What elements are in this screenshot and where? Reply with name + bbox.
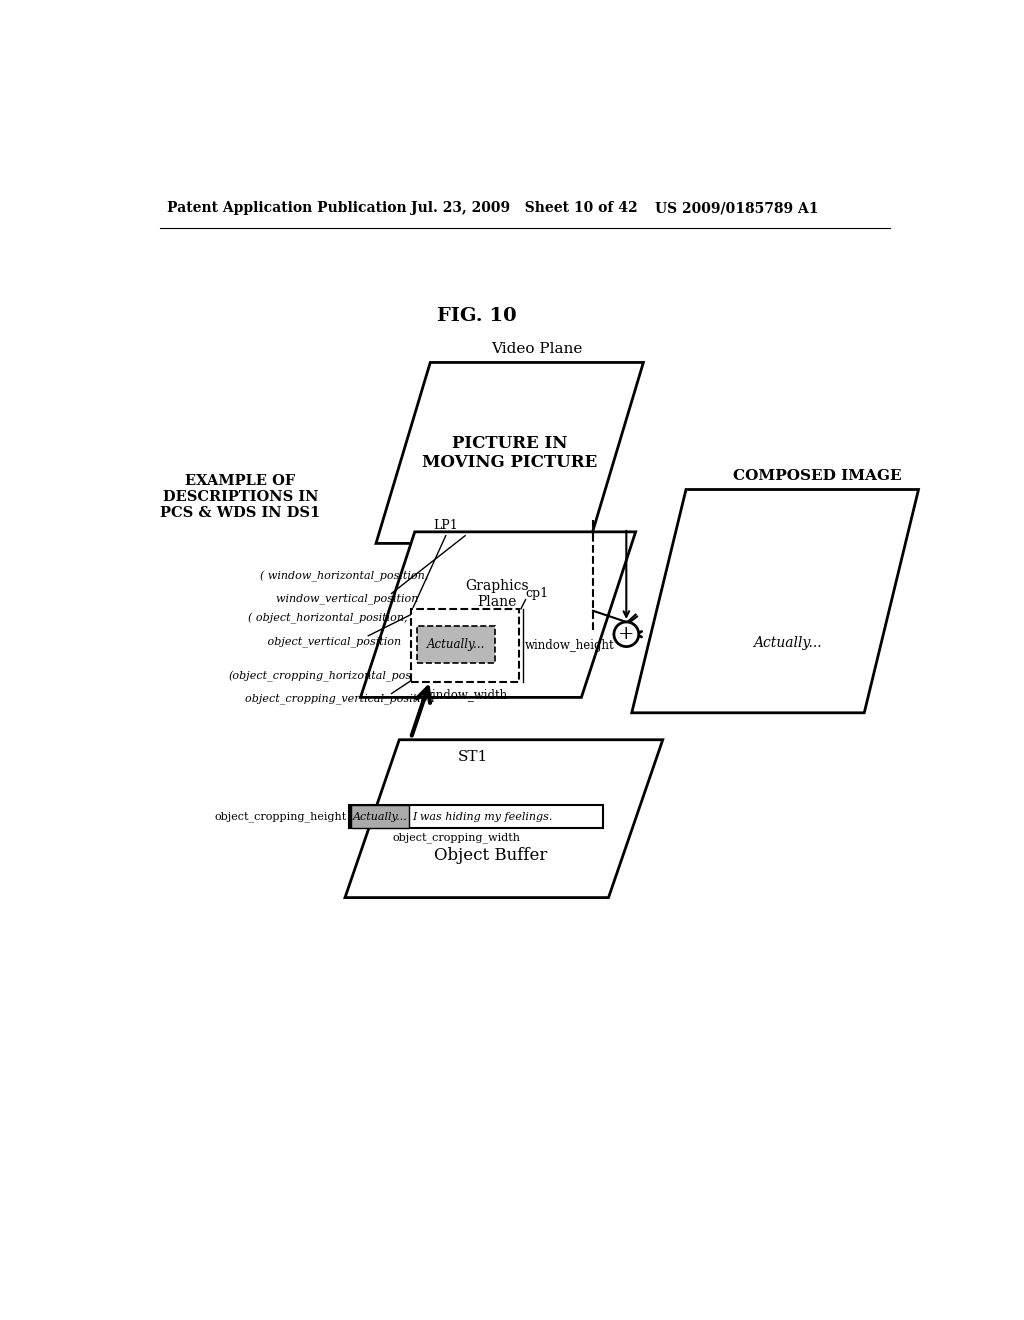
Text: cp1: cp1: [525, 586, 549, 599]
Text: Patent Application Publication: Patent Application Publication: [167, 202, 407, 215]
Text: Actually...: Actually...: [427, 638, 485, 651]
Text: window_vertical_position: window_vertical_position: [269, 594, 419, 605]
Text: +: +: [618, 626, 635, 643]
Text: Object Buffer: Object Buffer: [433, 847, 547, 865]
Polygon shape: [345, 739, 663, 898]
Text: (object_cropping_horizontal_position,: (object_cropping_horizontal_position,: [228, 671, 440, 682]
Text: PICTURE IN
MOVING PICTURE: PICTURE IN MOVING PICTURE: [422, 434, 597, 471]
Text: COMPOSED IMAGE: COMPOSED IMAGE: [733, 470, 902, 483]
Text: window_width: window_width: [423, 688, 508, 701]
Text: Actually...: Actually...: [754, 635, 822, 649]
Text: ( object_horizontal_position,: ( object_horizontal_position,: [248, 612, 408, 624]
Polygon shape: [417, 626, 495, 663]
Text: ( window_horizontal_position,: ( window_horizontal_position,: [260, 570, 428, 582]
Text: Video Plane: Video Plane: [492, 342, 583, 356]
Text: object_cropping_vertical_position: object_cropping_vertical_position: [238, 693, 434, 705]
Text: US 2009/0185789 A1: US 2009/0185789 A1: [655, 202, 818, 215]
Text: Actually...: Actually...: [353, 812, 408, 822]
Text: Jul. 23, 2009   Sheet 10 of 42: Jul. 23, 2009 Sheet 10 of 42: [411, 202, 638, 215]
Polygon shape: [411, 609, 519, 682]
Polygon shape: [360, 532, 636, 697]
Text: EXAMPLE OF
DESCRIPTIONS IN
PCS & WDS IN DS1: EXAMPLE OF DESCRIPTIONS IN PCS & WDS IN …: [160, 474, 321, 520]
Text: object_cropping_height: object_cropping_height: [214, 812, 346, 822]
Text: ST1: ST1: [458, 750, 487, 764]
Polygon shape: [351, 805, 603, 829]
Text: object_vertical_position: object_vertical_position: [257, 636, 401, 647]
Polygon shape: [632, 490, 919, 713]
Text: Graphics
Plane: Graphics Plane: [465, 579, 528, 610]
Polygon shape: [351, 805, 410, 829]
Text: FIG. 10: FIG. 10: [437, 308, 516, 325]
Circle shape: [614, 622, 639, 647]
Text: I was hiding my feelings.: I was hiding my feelings.: [413, 812, 553, 822]
Text: object_cropping_width: object_cropping_width: [393, 832, 521, 843]
Text: window_height: window_height: [524, 639, 614, 652]
Text: LP1: LP1: [433, 519, 458, 532]
Polygon shape: [376, 363, 643, 544]
